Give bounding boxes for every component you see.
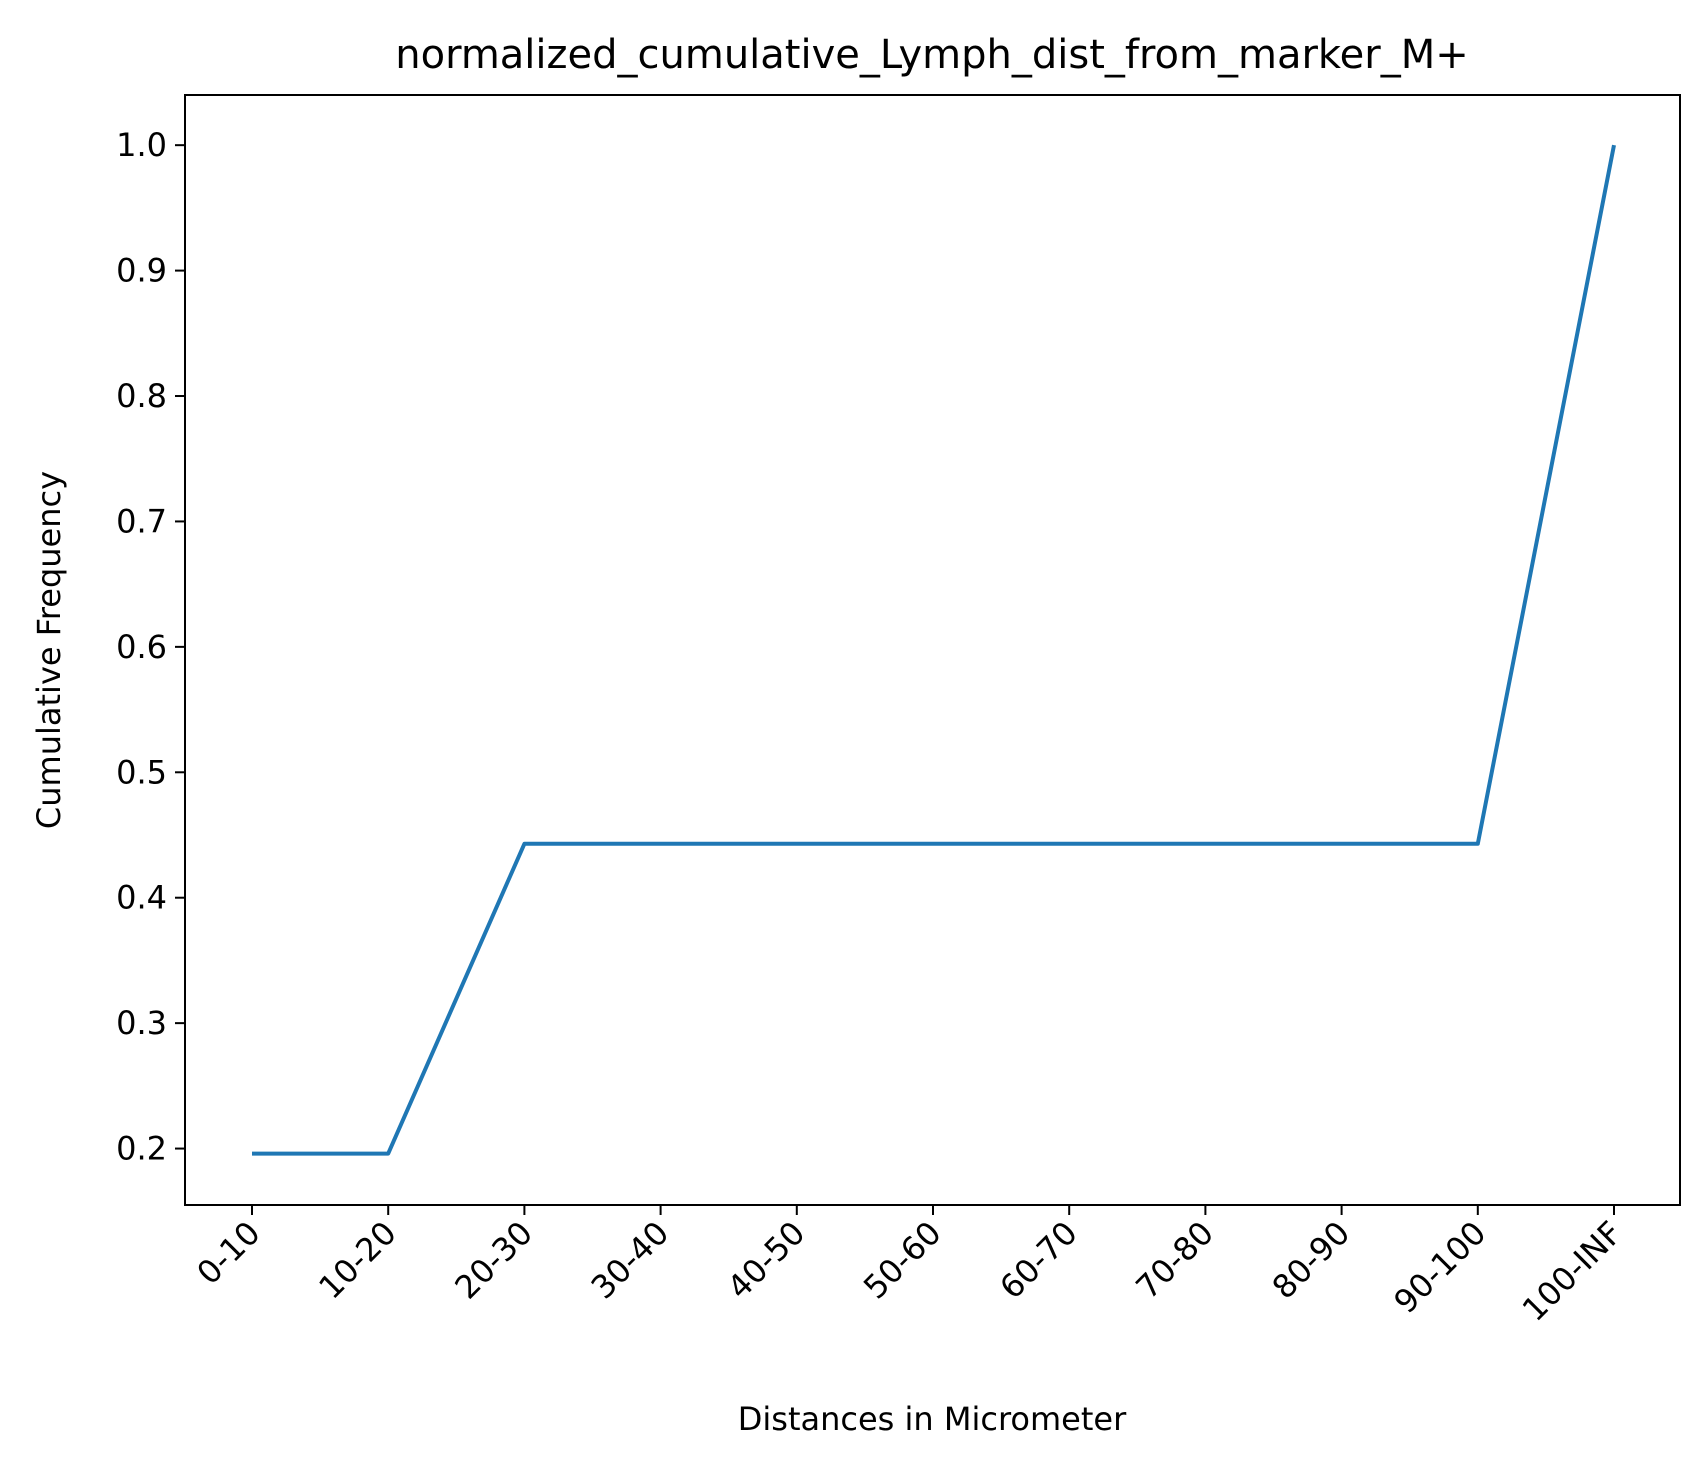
x-tick-label: 40-50 — [720, 1214, 813, 1307]
x-axis-label: Distances in Micrometer — [738, 1400, 1127, 1438]
y-tick-label: 0.4 — [116, 879, 167, 917]
plot-frame — [184, 94, 1681, 1206]
y-tick-label: 0.7 — [116, 502, 167, 540]
series-line-0 — [252, 144, 1616, 1156]
x-tick-label: 70-80 — [1128, 1214, 1221, 1307]
x-tick-label: 100-INF — [1515, 1214, 1630, 1329]
x-tick-label: 80-90 — [1265, 1214, 1358, 1307]
x-tick-label: 30-40 — [584, 1214, 677, 1307]
y-tick-label: 0.6 — [116, 628, 167, 666]
x-tick-label: 10-20 — [311, 1214, 404, 1307]
y-tick-label: 0.3 — [116, 1004, 167, 1042]
chart-title: normalized_cumulative_Lymph_dist_from_ma… — [395, 32, 1468, 78]
series-layer — [252, 144, 1616, 1156]
x-tick-label: 60-70 — [992, 1214, 1085, 1307]
x-axis: 0-10 10-20 20-30 30-40 40-50 50-60 60-70 70-80 8… — [189, 1205, 1630, 1329]
y-tick-label: 0.9 — [116, 252, 167, 290]
y-tick-label: 0.8 — [116, 377, 167, 415]
x-tick-label: 20-30 — [447, 1214, 540, 1307]
x-tick-label: 50-60 — [856, 1214, 949, 1307]
y-tick-label: 0.5 — [116, 753, 167, 791]
x-tick-label: 90-100 — [1386, 1214, 1493, 1321]
y-axis: 0.2 0.3 0.4 0.5 0.6 0.7 0.8 0.9 1.0 — [116, 126, 185, 1168]
x-tick-label: 0-10 — [189, 1214, 267, 1292]
y-axis-label: Cumulative Frequency — [30, 471, 68, 829]
y-tick-label: 1.0 — [116, 126, 167, 164]
y-tick-label: 0.2 — [116, 1130, 167, 1168]
